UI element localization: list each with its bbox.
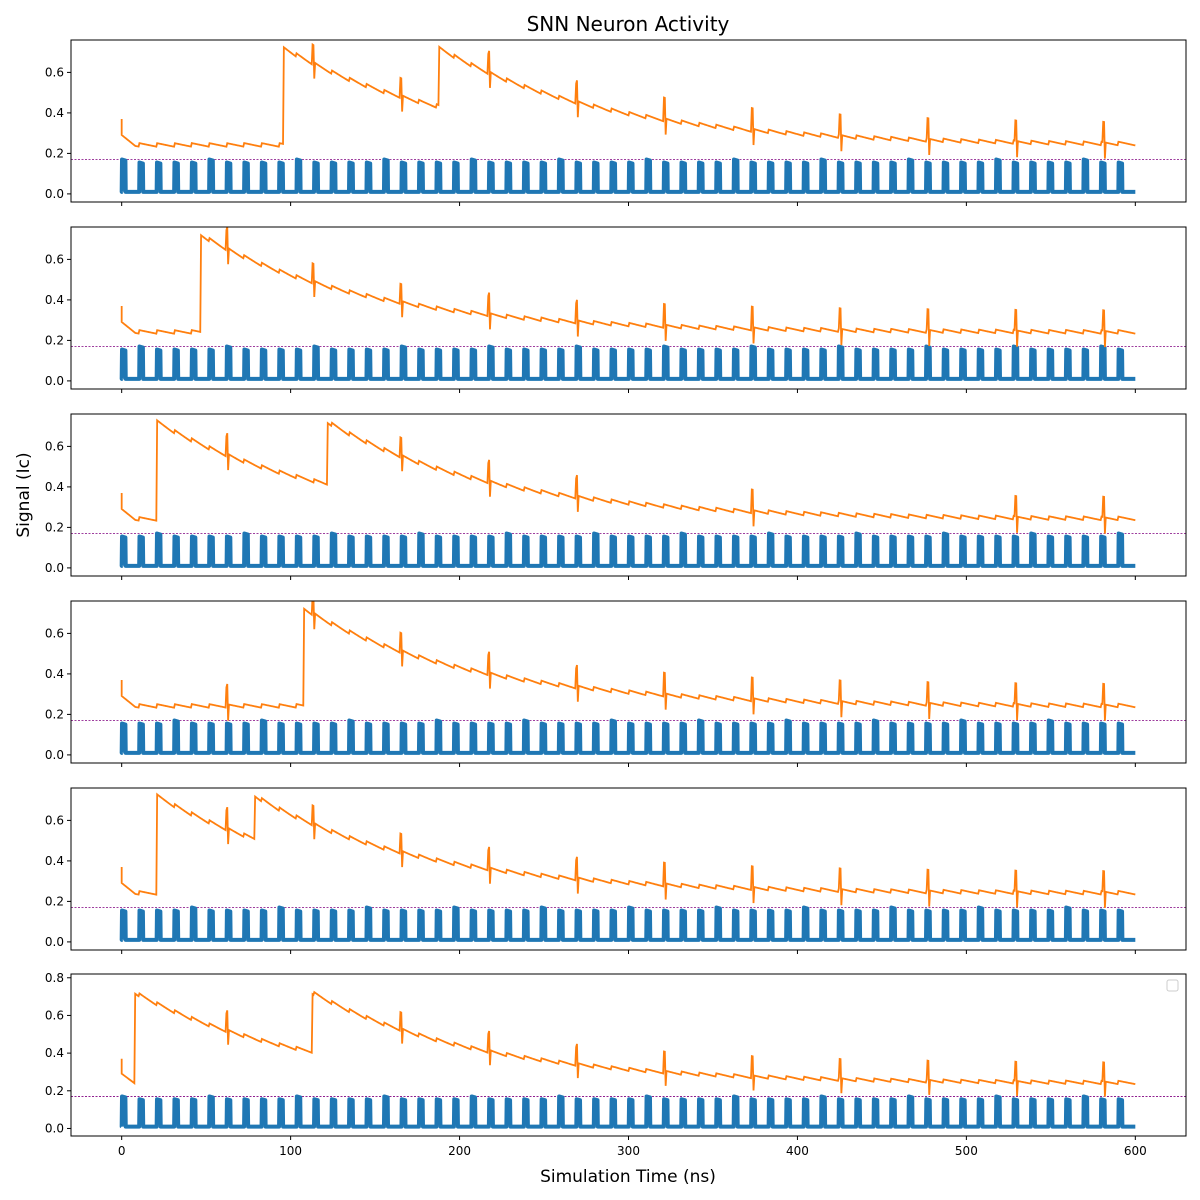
membrane-series: [120, 601, 1136, 721]
spike-train-series: [119, 157, 1136, 194]
y-tick-label: 0.2: [45, 146, 64, 160]
y-tick-label: 0.2: [45, 707, 64, 721]
y-tick-label: 0.0: [45, 1121, 64, 1135]
x-tick-label: 300: [617, 1144, 640, 1158]
y-tick-label: 0.4: [45, 293, 64, 307]
y-axis-label: Signal (Ic): [14, 452, 34, 537]
plot-area: [71, 42, 1186, 194]
spike-train-series: [119, 531, 1136, 568]
x-tick-label: 0: [118, 1144, 126, 1158]
y-tick-label: 0.0: [45, 374, 64, 388]
x-tick-label: 100: [279, 1144, 302, 1158]
y-tick-label: 0.0: [45, 187, 64, 201]
panels: 0.00.20.40.60.00.20.40.60.00.20.40.60.00…: [45, 39, 1187, 1158]
subplot-4: 0.0 0.2 0.4 0.6: [45, 600, 1187, 767]
legend-box: [1166, 979, 1179, 992]
y-tick-label: 0.4: [45, 480, 64, 494]
y-tick-label: 0.6: [45, 252, 64, 266]
y-tick-label: 0.4: [45, 1046, 64, 1060]
subplot-5: 0.0 0.2 0.4 0.6: [45, 787, 1187, 954]
spike-train-series: [119, 718, 1136, 755]
spike-train-series: [119, 905, 1136, 942]
y-tick-label: 0.4: [45, 854, 64, 868]
y-tick-label: 0.6: [45, 813, 64, 827]
chart-title: SNN Neuron Activity: [527, 12, 730, 36]
spike-train-series: [119, 1094, 1136, 1129]
y-tick-label: 0.6: [45, 1008, 64, 1022]
x-tick-label: 600: [1124, 1144, 1147, 1158]
y-tick-label: 0.2: [45, 1084, 64, 1098]
x-tick-label: 200: [448, 1144, 471, 1158]
membrane-series: [120, 227, 1136, 348]
y-tick-label: 0.2: [45, 333, 64, 347]
membrane-series: [120, 418, 1136, 534]
x-tick-label: 500: [955, 1144, 978, 1158]
membrane-series: [120, 990, 1136, 1097]
plot-area: [71, 792, 1186, 942]
plot-area: [71, 601, 1186, 755]
spike-train-series: [119, 344, 1136, 381]
y-tick-label: 0.6: [45, 439, 64, 453]
subplot-6: 0.0 0.2 0.4 0.6 0.8 0 100 200 300 400 500 600: [45, 971, 1187, 1158]
y-tick-label: 0.0: [45, 748, 64, 762]
subplot-2: 0.0 0.2 0.4 0.6: [45, 226, 1187, 393]
y-tick-label: 0.6: [45, 626, 64, 640]
membrane-series: [120, 792, 1136, 908]
plot-area: [71, 990, 1186, 1129]
y-tick-label: 0.4: [45, 106, 64, 120]
plot-area: [71, 227, 1186, 381]
x-axis-label: Simulation Time (ns): [540, 1167, 716, 1187]
x-tick-label: 400: [786, 1144, 809, 1158]
subplot-1: 0.0 0.2 0.4 0.6: [45, 39, 1187, 206]
y-tick-label: 0.8: [45, 971, 64, 985]
plot-area: [71, 418, 1186, 568]
y-tick-label: 0.2: [45, 520, 64, 534]
subplot-3: 0.0 0.2 0.4 0.6: [45, 413, 1187, 580]
y-tick-label: 0.6: [45, 65, 64, 79]
y-tick-label: 0.0: [45, 561, 64, 575]
y-tick-label: 0.0: [45, 935, 64, 949]
y-tick-label: 0.2: [45, 894, 64, 908]
membrane-series: [120, 42, 1136, 159]
y-tick-label: 0.4: [45, 667, 64, 681]
